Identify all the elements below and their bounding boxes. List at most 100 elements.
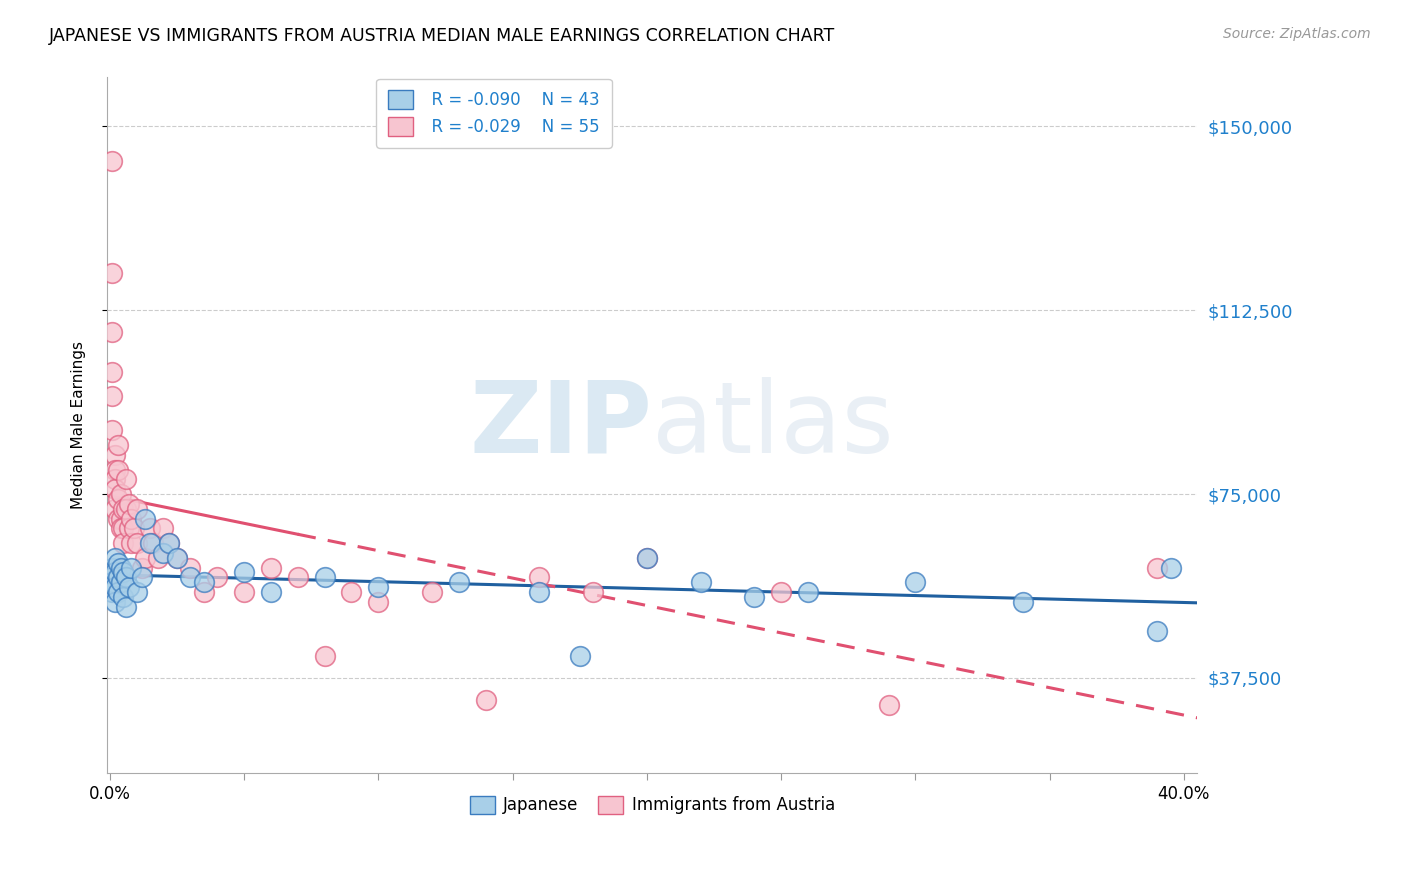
Point bbox=[233, 566, 256, 580]
Point bbox=[193, 575, 215, 590]
Point bbox=[107, 511, 129, 525]
Point bbox=[104, 448, 127, 462]
Point bbox=[107, 585, 129, 599]
Point bbox=[742, 590, 765, 604]
Point bbox=[166, 550, 188, 565]
Point bbox=[112, 566, 135, 580]
Point bbox=[112, 590, 135, 604]
Point bbox=[474, 693, 496, 707]
Point bbox=[193, 585, 215, 599]
Y-axis label: Median Male Earnings: Median Male Earnings bbox=[72, 342, 86, 509]
Point bbox=[770, 585, 793, 599]
Point bbox=[107, 491, 129, 506]
Point bbox=[877, 698, 900, 712]
Point bbox=[904, 575, 927, 590]
Text: Source: ZipAtlas.com: Source: ZipAtlas.com bbox=[1223, 27, 1371, 41]
Point bbox=[260, 585, 283, 599]
Point bbox=[125, 501, 148, 516]
Point bbox=[797, 585, 820, 599]
Point bbox=[447, 575, 470, 590]
Point bbox=[152, 521, 174, 535]
Point bbox=[110, 521, 132, 535]
Point bbox=[104, 482, 127, 496]
Point bbox=[120, 560, 142, 574]
Point bbox=[1011, 595, 1033, 609]
Point bbox=[260, 560, 283, 574]
Point bbox=[157, 536, 180, 550]
Point bbox=[582, 585, 605, 599]
Point bbox=[101, 389, 124, 403]
Point bbox=[110, 487, 132, 501]
Point bbox=[314, 648, 336, 663]
Point bbox=[420, 585, 443, 599]
Point bbox=[166, 550, 188, 565]
Point bbox=[122, 521, 145, 535]
Point bbox=[104, 462, 127, 476]
Point bbox=[115, 599, 138, 614]
Point bbox=[107, 462, 129, 476]
Point bbox=[134, 550, 156, 565]
Point bbox=[104, 501, 127, 516]
Point bbox=[139, 536, 162, 550]
Point bbox=[112, 536, 135, 550]
Point bbox=[107, 556, 129, 570]
Point bbox=[131, 560, 153, 574]
Point bbox=[110, 511, 132, 525]
Point bbox=[287, 570, 309, 584]
Point bbox=[1146, 624, 1168, 639]
Point bbox=[152, 546, 174, 560]
Point bbox=[104, 580, 127, 594]
Text: JAPANESE VS IMMIGRANTS FROM AUSTRIA MEDIAN MALE EARNINGS CORRELATION CHART: JAPANESE VS IMMIGRANTS FROM AUSTRIA MEDI… bbox=[49, 27, 835, 45]
Text: ZIP: ZIP bbox=[470, 377, 652, 474]
Point bbox=[117, 497, 139, 511]
Point bbox=[110, 560, 132, 574]
Point bbox=[112, 501, 135, 516]
Point bbox=[146, 550, 169, 565]
Point bbox=[131, 570, 153, 584]
Point bbox=[110, 575, 132, 590]
Point bbox=[101, 423, 124, 437]
Point bbox=[636, 550, 658, 565]
Point bbox=[101, 560, 124, 574]
Point bbox=[101, 585, 124, 599]
Point bbox=[529, 570, 551, 584]
Point bbox=[101, 326, 124, 340]
Point bbox=[139, 521, 162, 535]
Point bbox=[367, 580, 389, 594]
Point bbox=[529, 585, 551, 599]
Point bbox=[120, 511, 142, 525]
Point bbox=[104, 472, 127, 486]
Point bbox=[115, 472, 138, 486]
Point bbox=[179, 570, 201, 584]
Text: atlas: atlas bbox=[652, 377, 894, 474]
Point bbox=[104, 566, 127, 580]
Point bbox=[101, 153, 124, 168]
Point bbox=[1146, 560, 1168, 574]
Point bbox=[101, 365, 124, 379]
Point bbox=[112, 521, 135, 535]
Point bbox=[125, 585, 148, 599]
Point bbox=[689, 575, 711, 590]
Point bbox=[134, 511, 156, 525]
Point bbox=[568, 648, 591, 663]
Point bbox=[314, 570, 336, 584]
Point bbox=[340, 585, 363, 599]
Point bbox=[117, 580, 139, 594]
Point bbox=[101, 575, 124, 590]
Point bbox=[115, 570, 138, 584]
Point bbox=[125, 536, 148, 550]
Point bbox=[142, 536, 165, 550]
Point bbox=[120, 536, 142, 550]
Point bbox=[104, 550, 127, 565]
Point bbox=[115, 501, 138, 516]
Point bbox=[101, 267, 124, 281]
Point bbox=[157, 536, 180, 550]
Legend: Japanese, Immigrants from Austria: Japanese, Immigrants from Austria bbox=[460, 786, 845, 824]
Point bbox=[179, 560, 201, 574]
Point bbox=[104, 595, 127, 609]
Point bbox=[107, 438, 129, 452]
Point bbox=[367, 595, 389, 609]
Point bbox=[636, 550, 658, 565]
Point bbox=[1160, 560, 1182, 574]
Point bbox=[117, 521, 139, 535]
